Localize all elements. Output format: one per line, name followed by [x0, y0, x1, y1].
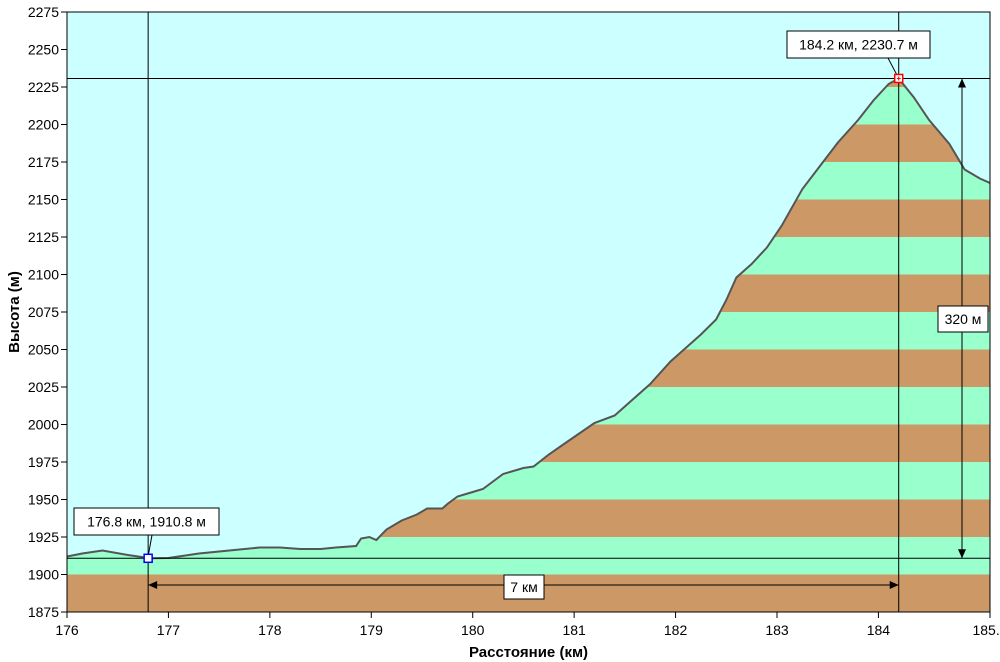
y-tick-label: 2075 [28, 304, 59, 320]
x-tick-label: 185.1 [972, 622, 1000, 638]
x-tick-label: 182 [664, 622, 688, 638]
y-tick-label: 2225 [28, 79, 59, 95]
height-label-box [937, 305, 989, 333]
y-tick-label: 2125 [28, 229, 59, 245]
profile-line [67, 77, 990, 560]
y-tick-label: 1950 [28, 492, 59, 508]
distance-label-box [503, 574, 545, 600]
y-tick-label: 2100 [28, 267, 59, 283]
y-tick-label: 2250 [28, 42, 59, 58]
x-axis-title: Расстояние (км) [469, 644, 588, 661]
x-tick-label: 180 [461, 622, 485, 638]
y-tick-label: 2025 [28, 379, 59, 395]
distance-label: 7 км [510, 579, 537, 595]
x-tick-label: 184 [867, 622, 891, 638]
x-tick-label: 183 [765, 622, 789, 638]
y-tick-label: 1875 [28, 604, 59, 620]
callouts: 7 км 320 м 176.8 км, 1910.8 м 184.2 км, 223… [73, 30, 989, 600]
y-tick-label: 2200 [28, 117, 59, 133]
x-tick-label: 177 [157, 622, 181, 638]
x-tick-label: 179 [360, 622, 384, 638]
x-tick-label: 176 [55, 622, 79, 638]
height-label: 320 м [945, 311, 982, 327]
x-tick-label: 178 [258, 622, 282, 638]
y-tick-label: 2000 [28, 417, 59, 433]
y-tick-label: 2050 [28, 342, 59, 358]
callout-b-label: 184.2 км, 2230.7 м [799, 37, 918, 53]
distance-arrow-head-right [889, 581, 899, 589]
y-tick-label: 1925 [28, 529, 59, 545]
y-tick-label: 2175 [28, 154, 59, 170]
x-axis: 176 177 178 179 180 181 182 183 184 185.1 [55, 612, 1000, 638]
point-a-marker [143, 553, 153, 564]
distance-arrow-head-left [148, 581, 158, 589]
y-tick-label: 1900 [28, 567, 59, 583]
callout-a-label-box [73, 507, 220, 536]
y-tick-label: 2275 [28, 4, 59, 20]
profile-line-group [67, 77, 990, 560]
callout-b-label-box [786, 30, 931, 59]
callout-a-leader [147, 534, 153, 557]
height-arrow-head-top [958, 78, 966, 88]
y-tick-label: 2150 [28, 192, 59, 208]
y-axis: 1875 1900 1925 1950 1975 2000 2025 2050 2075 2100… [28, 4, 67, 620]
callout-b-leader [887, 57, 899, 77]
height-arrow-head-bottom [958, 549, 966, 559]
callout-a-label: 176.8 км, 1910.8 м [87, 514, 206, 530]
x-tick-label: 181 [562, 622, 586, 638]
y-axis-title: Высота (м) [6, 271, 23, 353]
y-tick-label: 1975 [28, 454, 59, 470]
